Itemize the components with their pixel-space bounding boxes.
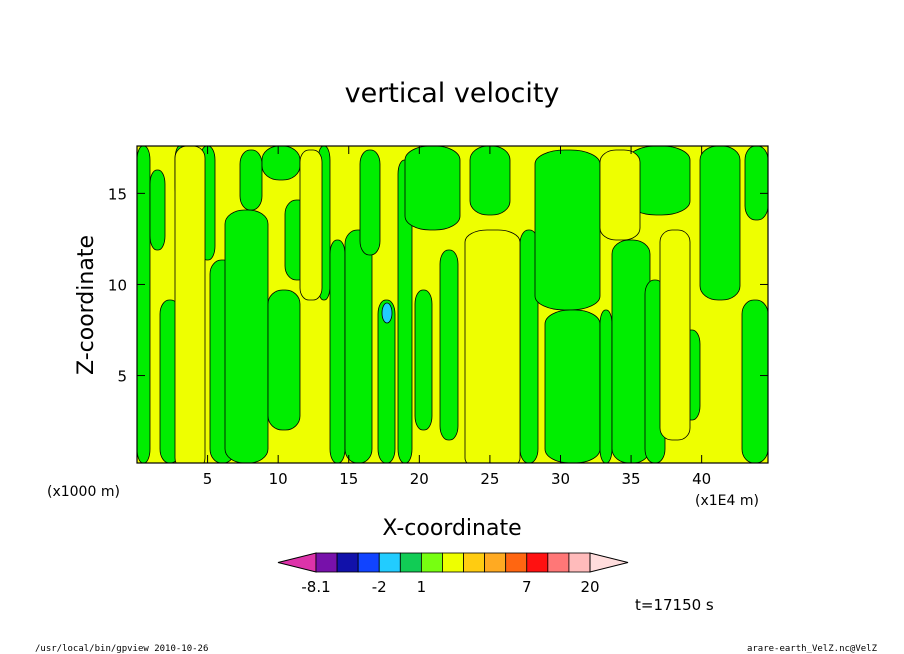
updraft-region <box>174 146 206 463</box>
downdraft-region <box>599 309 613 463</box>
chart-title: vertical velocity <box>345 78 560 109</box>
downdraft-region <box>699 146 741 301</box>
colorbar-tick-label: 7 <box>522 578 532 596</box>
downdraft-region <box>329 239 346 463</box>
strong-downdraft-cell <box>381 302 393 324</box>
colorbar-swatch <box>568 552 591 573</box>
downdraft-region <box>414 289 433 431</box>
colorbar-swatch <box>526 552 549 573</box>
downdraft-region <box>344 229 373 463</box>
updraft-region <box>599 149 641 241</box>
colorbar-swatch <box>315 552 338 573</box>
x-tick-label: 40 <box>692 470 711 488</box>
downdraft-region <box>404 146 461 231</box>
colorbar-swatch <box>336 552 359 573</box>
downdraft-region <box>359 149 381 256</box>
colorbar-swatch <box>357 552 380 573</box>
downdraft-region <box>611 239 651 463</box>
field-contours <box>137 146 768 463</box>
downdraft-region <box>261 146 301 181</box>
x-tick-label: 15 <box>339 470 358 488</box>
updraft-region <box>659 229 691 441</box>
x-tick-label: 30 <box>551 470 570 488</box>
y-axis-label: Z-coordinate <box>74 235 99 375</box>
time-label: t=17150 s <box>635 596 714 614</box>
colorbar-tick-label: -2 <box>372 578 387 596</box>
downdraft-region <box>534 149 601 311</box>
colorbar-tick-label: 1 <box>417 578 427 596</box>
updraft-region <box>464 229 521 463</box>
downdraft-region <box>239 149 263 211</box>
colorbar-tick-label: 20 <box>580 578 599 596</box>
colorbar-swatch <box>547 552 570 573</box>
x-tick-label: 5 <box>203 470 213 488</box>
updraft-region <box>299 149 323 301</box>
colorbar: -8.1 -2 1 7 20 <box>277 552 629 596</box>
y-tick-label: 15 <box>108 185 127 203</box>
y-axis: 5 10 15 <box>108 185 768 386</box>
colorbar-over-triangle <box>589 552 629 573</box>
x-unit-label: (x1000 m) <box>47 484 120 500</box>
plot-frame <box>136 145 769 464</box>
colorbar-swatch <box>420 552 443 573</box>
y-tick-label: 5 <box>117 368 127 386</box>
x-tick-label: 20 <box>410 470 429 488</box>
x-axis-label: X-coordinate <box>382 516 521 541</box>
downdraft-region <box>377 299 396 463</box>
colorbar-swatch <box>378 552 401 573</box>
downdraft-region <box>224 209 269 463</box>
x-secondary-unit-label: (x1E4 m) <box>695 493 759 509</box>
colorbar-under-triangle <box>277 552 317 573</box>
colorbar-swatch <box>484 552 507 573</box>
colorbar-tick-label: -8.1 <box>301 578 330 596</box>
footer-left: /usr/local/bin/gpview 2010-10-26 <box>35 644 208 654</box>
downdraft-region <box>744 146 768 221</box>
downdraft-region <box>544 309 601 463</box>
downdraft-region <box>267 289 301 431</box>
downdraft-region <box>149 169 166 251</box>
downdraft-region <box>439 249 459 441</box>
x-tick-label: 10 <box>269 470 288 488</box>
downdraft-region <box>137 146 151 463</box>
plot-area <box>137 146 768 463</box>
colorbar-swatch <box>463 552 486 573</box>
x-tick-label: 35 <box>622 470 641 488</box>
y-tick-label: 10 <box>108 276 127 294</box>
colorbar-swatch <box>442 552 464 573</box>
x-axis: 5 10 15 20 25 30 35 40 <box>203 146 711 488</box>
colorbar-swatch <box>399 552 422 573</box>
colorbar-swatch <box>505 552 528 573</box>
footer-right: arare-earth_VelZ.nc@VelZ <box>747 644 878 654</box>
downdraft-region <box>469 146 511 216</box>
downdraft-region <box>741 299 768 463</box>
x-tick-label: 25 <box>480 470 499 488</box>
